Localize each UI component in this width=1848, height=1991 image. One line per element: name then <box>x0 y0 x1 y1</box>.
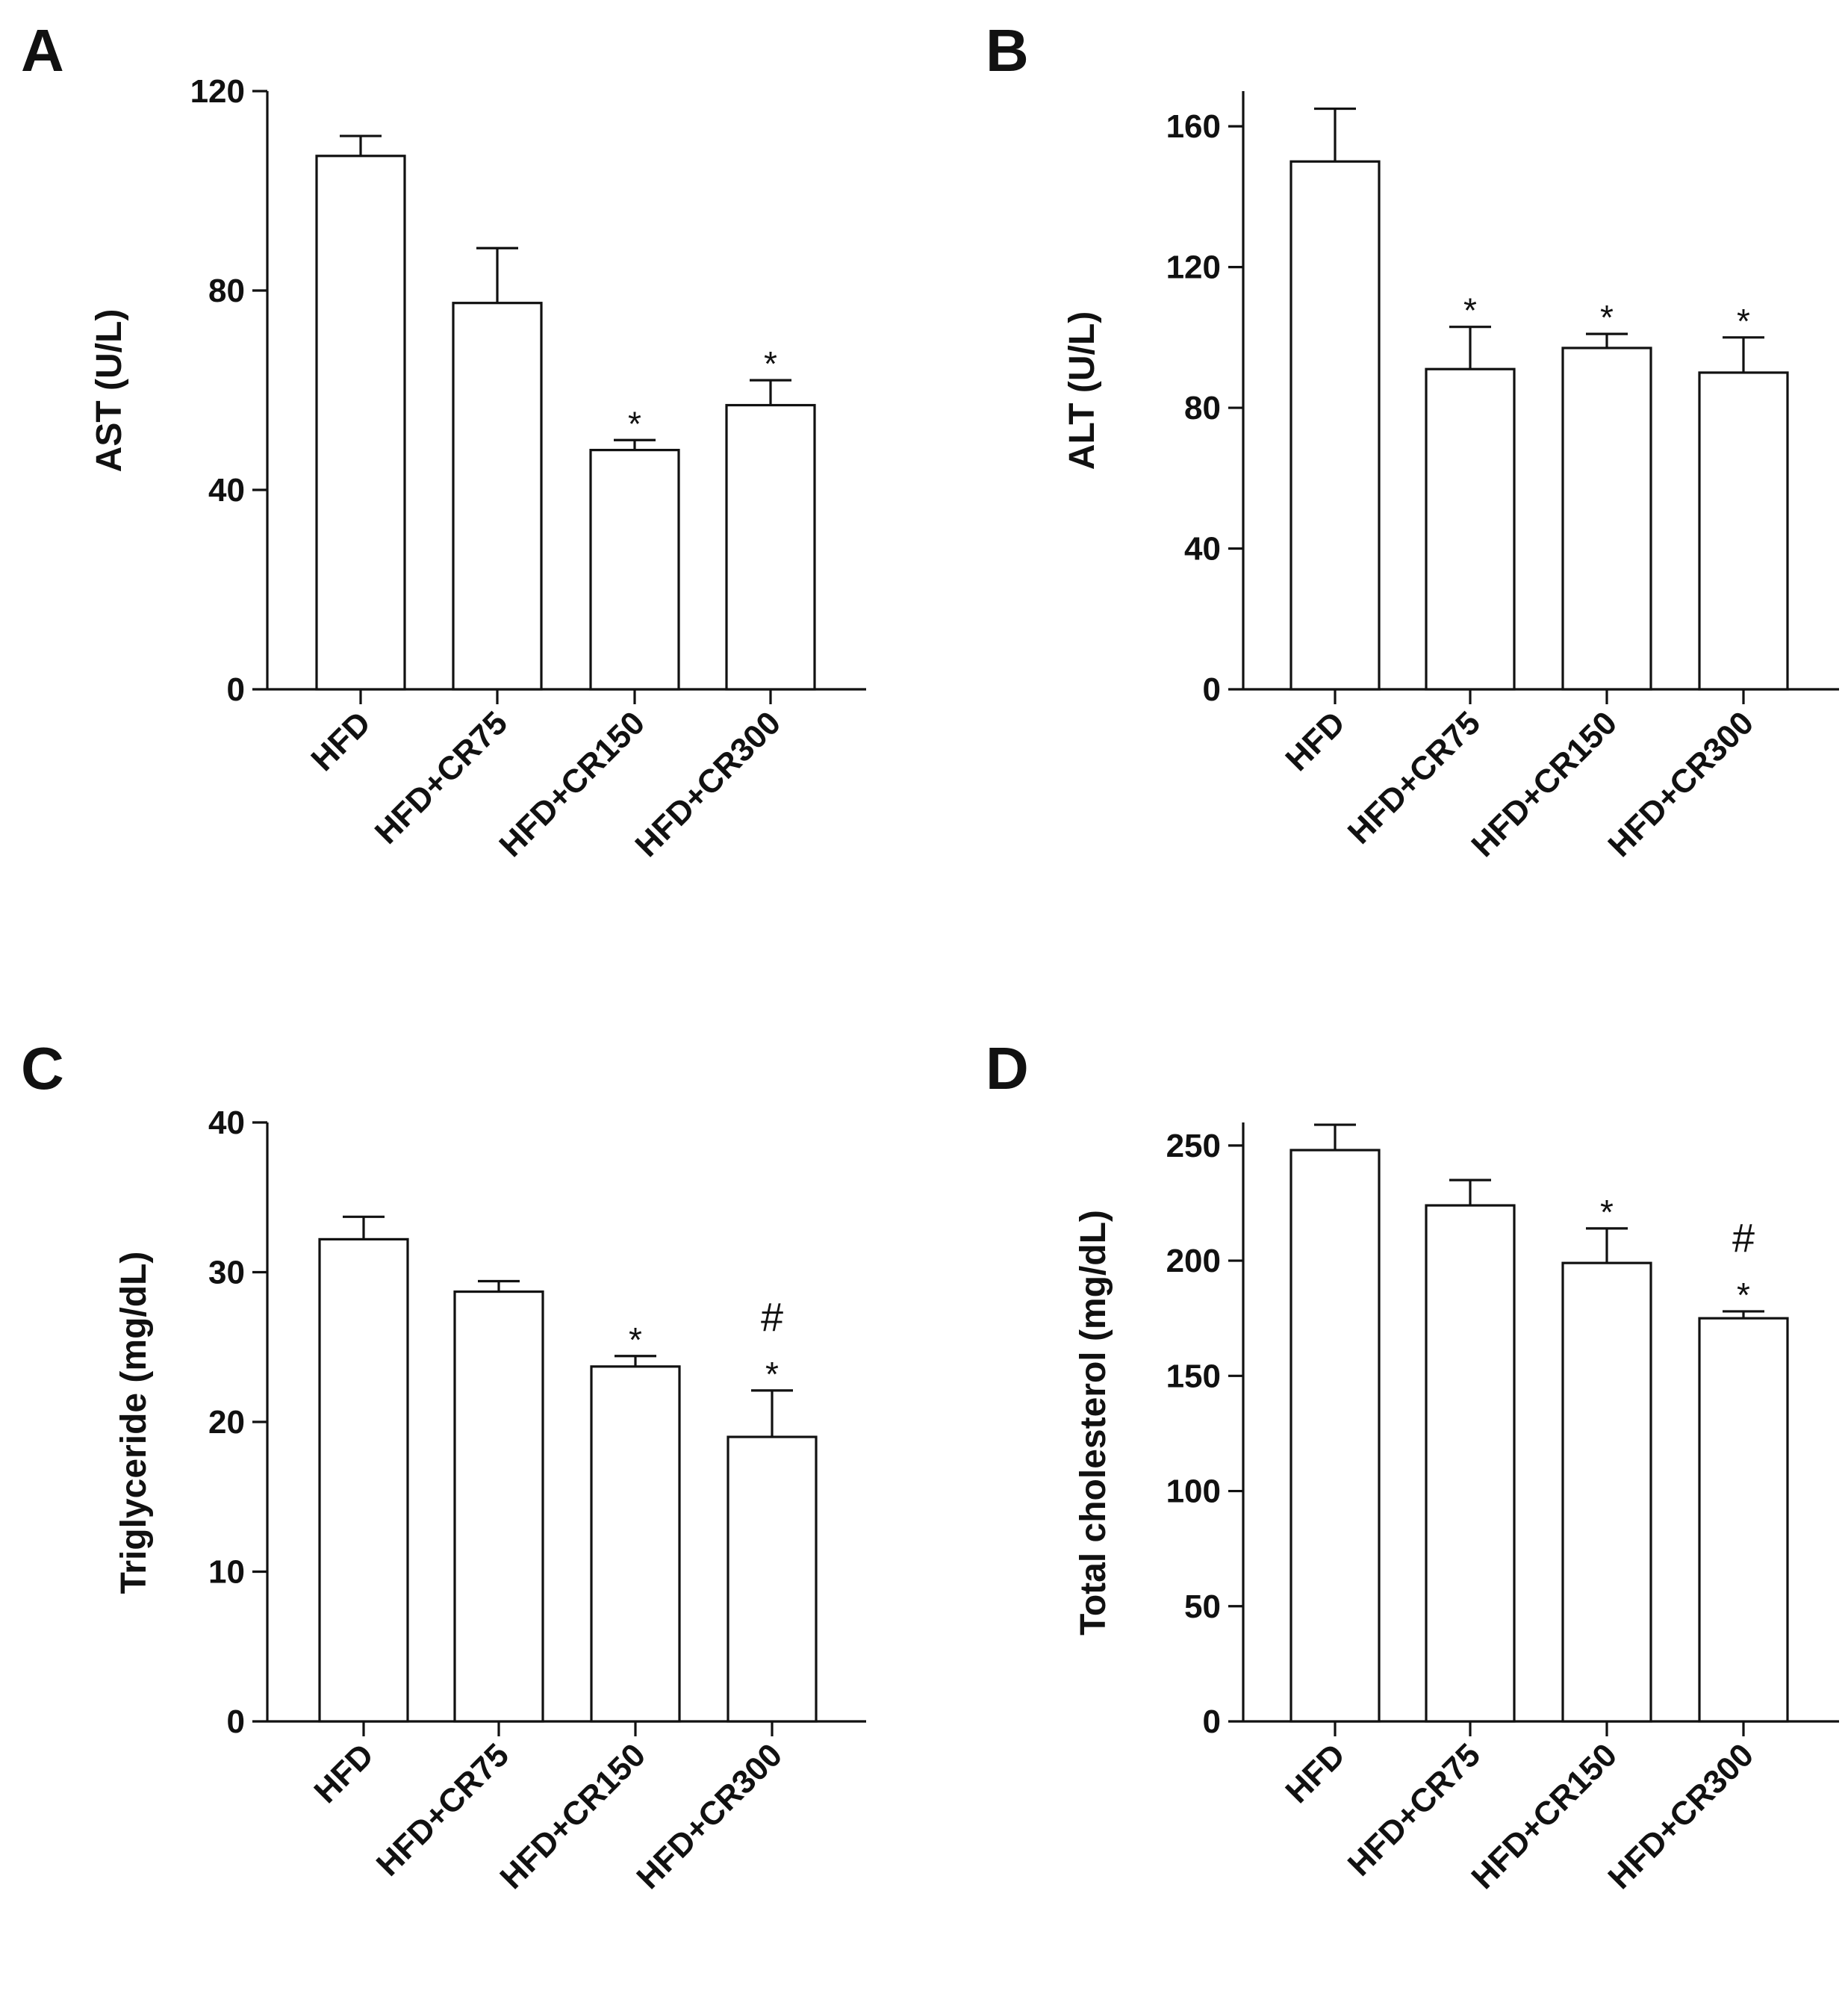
bar-a-0 <box>315 155 406 691</box>
bar-d-0 <box>1289 1149 1381 1723</box>
significance-star-b: * <box>1463 291 1477 330</box>
bar-b-3 <box>1698 371 1789 691</box>
significance-hash-d: # <box>1732 1216 1755 1261</box>
significance-star-d: * <box>1600 1193 1614 1231</box>
significance-hash-c: # <box>761 1295 783 1340</box>
y-tick-label-c: 30 <box>208 1255 245 1291</box>
x-tick-label-a: HFD <box>304 704 378 778</box>
y-tick-label-b: 160 <box>1166 108 1221 145</box>
bar-c-3 <box>727 1435 818 1723</box>
y-axis-title-a: AST (U/L) <box>90 309 129 473</box>
x-tick-label-b: HFD <box>1278 704 1352 778</box>
x-tick-label-c: HFD+CR300 <box>629 1736 789 1896</box>
y-tick-label-c: 40 <box>208 1105 245 1141</box>
y-tick-label-d: 250 <box>1166 1128 1221 1164</box>
y-tick-label-c: 0 <box>227 1703 245 1740</box>
x-tick-label-a: HFD+CR150 <box>492 704 652 864</box>
significance-star-b: * <box>1737 302 1750 341</box>
bar-d-3 <box>1698 1317 1789 1723</box>
bar-b-0 <box>1289 160 1381 691</box>
panel-letter-c: C <box>21 1035 64 1102</box>
x-tick-label-c: HFD <box>307 1736 381 1810</box>
y-tick-label-c: 10 <box>208 1554 245 1591</box>
y-axis-title-c: Triglyceride (mg/dL) <box>114 1252 154 1594</box>
significance-star-d: * <box>1737 1276 1750 1314</box>
y-tick-label-b: 120 <box>1166 249 1221 286</box>
y-tick-label-d: 100 <box>1166 1473 1221 1510</box>
x-tick-label-c: HFD+CR75 <box>370 1736 516 1883</box>
bar-d-2 <box>1561 1261 1652 1723</box>
y-tick-label-b: 40 <box>1184 531 1221 568</box>
x-tick-label-c: HFD+CR150 <box>493 1736 653 1896</box>
y-tick-label-d: 200 <box>1166 1243 1221 1279</box>
y-tick-label-d: 50 <box>1184 1588 1221 1625</box>
significance-star-c: * <box>629 1320 642 1359</box>
significance-star-b: * <box>1600 298 1614 337</box>
y-tick-label-b: 80 <box>1184 390 1221 426</box>
significance-star-c: * <box>765 1355 779 1394</box>
y-tick-label-a: 0 <box>227 671 245 708</box>
x-tick-label-b: HFD+CR150 <box>1464 704 1624 864</box>
x-tick-label-a: HFD+CR300 <box>628 704 788 864</box>
y-tick-label-d: 0 <box>1203 1703 1221 1740</box>
bar-c-0 <box>318 1237 409 1723</box>
y-tick-label-a: 120 <box>190 73 245 110</box>
significance-star-a: * <box>628 404 641 443</box>
y-axis-title-d: Total cholesterol (mg/dL) <box>1074 1210 1113 1636</box>
x-tick-label-d: HFD+CR300 <box>1601 1736 1761 1896</box>
y-axis-title-b: ALT (U/L) <box>1063 311 1102 470</box>
bar-c-2 <box>590 1365 681 1723</box>
x-tick-label-b: HFD+CR75 <box>1341 704 1487 851</box>
x-tick-label-d: HFD+CR150 <box>1464 1736 1624 1896</box>
bar-b-2 <box>1561 347 1652 691</box>
panel-letter-d: D <box>986 1035 1029 1102</box>
y-tick-label-c: 20 <box>208 1404 245 1441</box>
y-tick-label-a: 80 <box>208 273 245 309</box>
bar-a-1 <box>452 302 543 691</box>
bar-a-2 <box>589 448 680 691</box>
bar-b-1 <box>1425 367 1516 691</box>
y-tick-label-d: 150 <box>1166 1358 1221 1394</box>
x-tick-label-b: HFD+CR300 <box>1601 704 1761 864</box>
x-tick-label-a: HFD+CR75 <box>368 704 514 851</box>
bar-d-1 <box>1425 1204 1516 1723</box>
x-tick-label-d: HFD+CR75 <box>1341 1736 1487 1883</box>
bar-c-1 <box>453 1290 544 1723</box>
y-tick-label-a: 40 <box>208 472 245 509</box>
bar-a-3 <box>725 403 816 691</box>
panel-letter-a: A <box>21 17 64 84</box>
y-tick-label-b: 0 <box>1203 671 1221 708</box>
x-tick-label-d: HFD <box>1278 1736 1352 1810</box>
significance-star-a: * <box>764 344 777 383</box>
panel-letter-b: B <box>986 17 1029 84</box>
